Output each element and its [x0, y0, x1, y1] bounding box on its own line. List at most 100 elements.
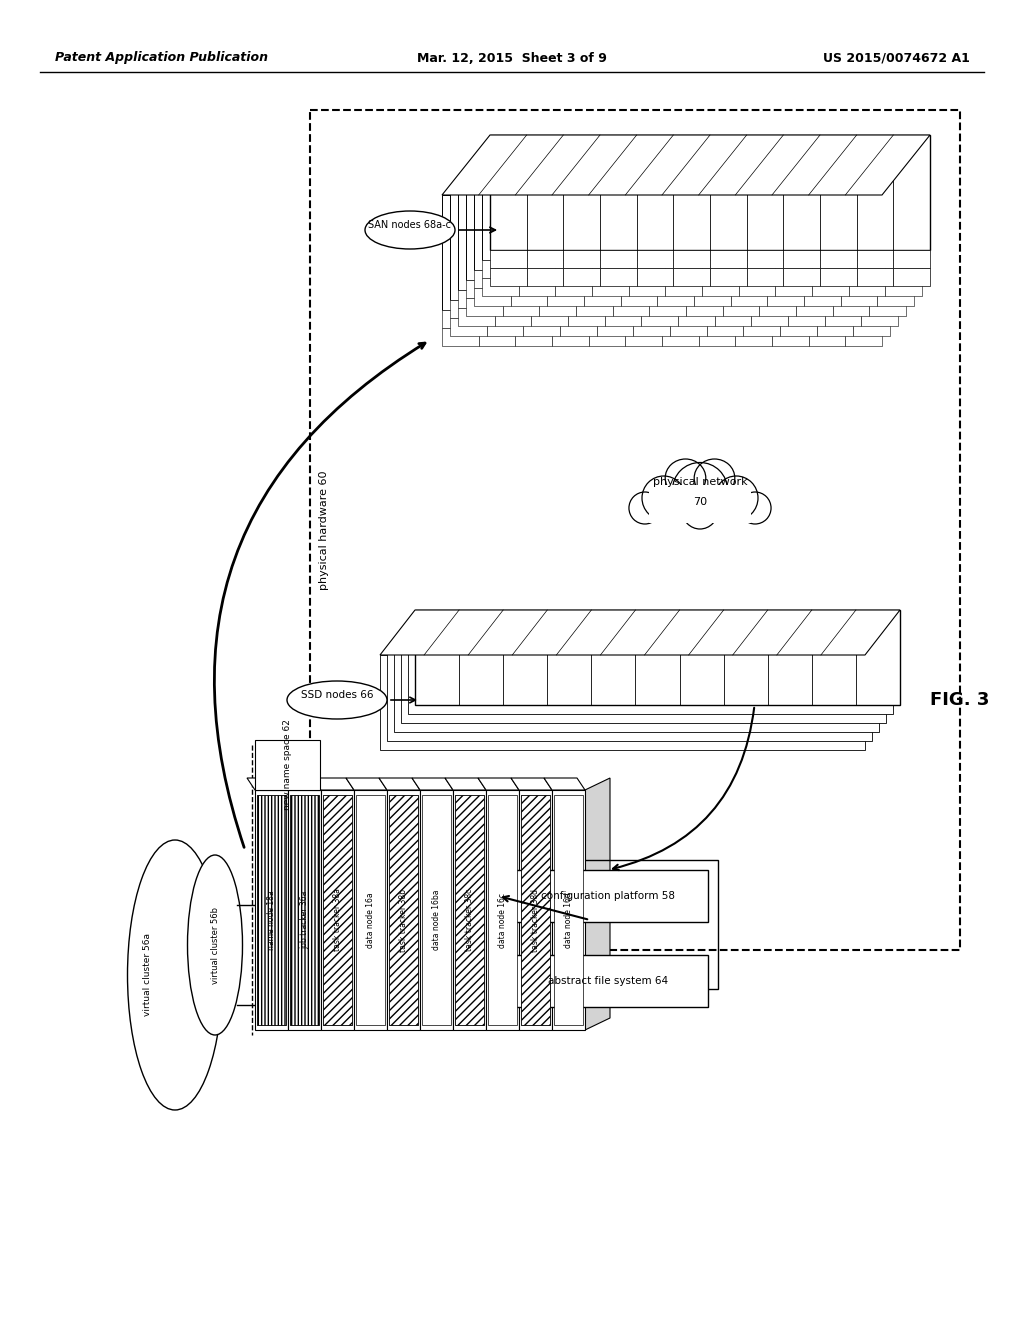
Bar	[760, 298, 796, 315]
Bar	[548, 288, 584, 306]
Bar	[455, 795, 484, 1026]
Bar	[715, 290, 752, 308]
Bar	[869, 298, 906, 315]
Bar	[772, 310, 809, 327]
Polygon shape	[544, 777, 585, 789]
Bar	[780, 300, 817, 318]
Bar	[621, 288, 657, 306]
Bar	[523, 318, 560, 337]
Bar	[629, 279, 666, 296]
Ellipse shape	[287, 681, 387, 719]
Bar	[861, 290, 898, 308]
Bar	[694, 288, 731, 306]
Polygon shape	[380, 610, 900, 655]
Bar	[387, 789, 420, 1030]
Bar	[878, 271, 914, 288]
Bar	[707, 318, 743, 337]
Ellipse shape	[682, 491, 718, 529]
Bar	[702, 279, 738, 296]
Bar	[521, 795, 550, 1026]
Polygon shape	[442, 135, 930, 195]
Bar	[519, 279, 555, 296]
Bar	[531, 308, 568, 326]
Bar	[486, 318, 523, 337]
Bar	[612, 280, 649, 298]
Bar	[521, 795, 550, 1026]
Bar	[886, 260, 922, 279]
Bar	[478, 310, 515, 327]
Bar	[523, 300, 560, 318]
Bar	[731, 271, 767, 288]
Polygon shape	[478, 777, 519, 789]
Bar	[455, 795, 484, 1026]
Text: task tracker 38b: task tracker 38b	[399, 888, 408, 952]
Bar	[886, 279, 922, 296]
Bar	[666, 260, 702, 279]
Bar	[662, 310, 698, 327]
Bar	[649, 280, 686, 298]
Bar	[555, 260, 592, 279]
Bar	[515, 327, 552, 346]
Bar	[686, 280, 723, 298]
Bar	[833, 298, 869, 315]
Polygon shape	[247, 777, 288, 789]
Bar	[600, 268, 637, 286]
Bar	[861, 308, 898, 326]
Bar	[817, 318, 853, 337]
Bar	[255, 789, 288, 1030]
Text: virtual cluster 56a: virtual cluster 56a	[143, 933, 153, 1016]
Bar	[849, 260, 886, 279]
Bar	[752, 290, 788, 308]
Bar	[760, 280, 796, 298]
Bar	[820, 268, 857, 286]
Bar	[674, 268, 710, 286]
Bar	[698, 310, 735, 327]
Bar	[710, 249, 746, 268]
Bar	[626, 327, 662, 346]
Bar	[788, 308, 824, 326]
Bar	[563, 249, 600, 268]
Bar	[600, 249, 637, 268]
Bar	[584, 288, 621, 306]
Bar	[878, 288, 914, 306]
Bar	[490, 249, 526, 268]
Bar	[490, 268, 526, 286]
Bar	[503, 280, 540, 298]
Bar	[495, 308, 531, 326]
Bar	[290, 795, 319, 1026]
Bar	[526, 268, 563, 286]
Text: task tracker 38a: task tracker 38a	[333, 888, 342, 952]
Bar	[657, 288, 694, 306]
Bar	[555, 279, 592, 296]
Bar	[255, 741, 319, 789]
Bar	[804, 271, 841, 288]
Text: task tracker 38c: task tracker 38c	[465, 888, 474, 952]
Bar	[869, 280, 906, 298]
Bar	[560, 300, 597, 318]
Bar	[738, 279, 775, 296]
Polygon shape	[280, 777, 321, 789]
Bar	[775, 279, 812, 296]
Bar	[519, 260, 555, 279]
Bar	[486, 789, 519, 1030]
Bar	[310, 110, 961, 950]
Bar	[746, 268, 783, 286]
Bar	[478, 327, 515, 346]
Bar	[723, 280, 760, 298]
Bar	[575, 298, 612, 315]
Bar	[670, 318, 707, 337]
Bar	[767, 288, 804, 306]
Bar	[442, 310, 478, 327]
Bar	[482, 279, 519, 296]
Polygon shape	[511, 777, 552, 789]
Ellipse shape	[365, 211, 455, 249]
Bar	[575, 280, 612, 298]
Bar	[698, 327, 735, 346]
Bar	[450, 300, 486, 318]
Bar	[503, 298, 540, 315]
Bar	[633, 318, 670, 337]
Ellipse shape	[739, 492, 771, 524]
Bar	[323, 795, 352, 1026]
Bar	[474, 288, 511, 306]
Bar	[824, 308, 861, 326]
